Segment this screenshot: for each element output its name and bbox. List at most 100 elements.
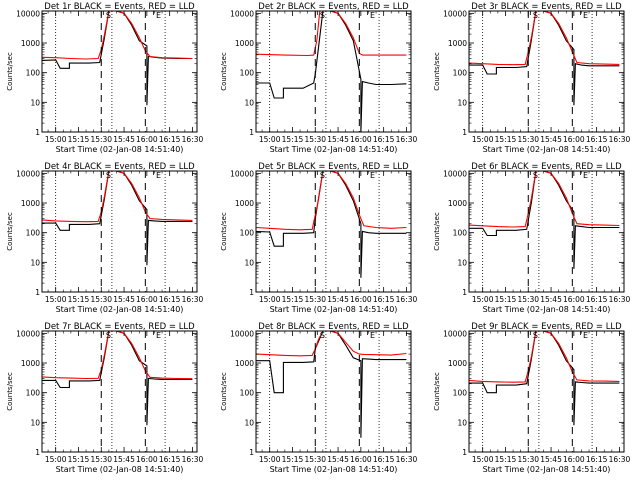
flag-s: S bbox=[320, 331, 325, 340]
x-tick-label: 16:15 bbox=[586, 135, 608, 144]
x-tick-label: 15:15 bbox=[495, 295, 517, 304]
x-tick-label: 16:15 bbox=[373, 135, 395, 144]
plot-frame bbox=[255, 170, 412, 293]
y-tick-label: 10000 bbox=[443, 169, 467, 178]
plot-frame bbox=[41, 170, 198, 293]
series-group bbox=[256, 171, 407, 278]
series-group bbox=[42, 331, 193, 426]
x-tick-label: 16:15 bbox=[373, 455, 395, 464]
y-tick-label: 100 bbox=[453, 389, 468, 398]
flag-e: E bbox=[156, 11, 161, 20]
x-tick-label: 15:00 bbox=[259, 455, 281, 464]
x-tick-label: 15:15 bbox=[68, 455, 90, 464]
chart-title: Det 2r BLACK = Events, RED = LLD bbox=[258, 2, 409, 12]
chart-title: Det 6r BLACK = Events, RED = LLD bbox=[471, 162, 622, 172]
y-axis-label: Counts/sec bbox=[6, 372, 14, 411]
y-axis-label: Counts/sec bbox=[6, 212, 14, 251]
flag-e: E bbox=[156, 331, 161, 340]
chart-title: Det 1r BLACK = Events, RED = LLD bbox=[44, 2, 195, 12]
plot-frame bbox=[468, 330, 625, 453]
x-tick-label: 16:00 bbox=[136, 295, 158, 304]
x-tick-label: 16:15 bbox=[159, 455, 181, 464]
plot-frame bbox=[468, 10, 625, 133]
x-tick-label: 16:30 bbox=[396, 295, 418, 304]
flag-s: S bbox=[106, 331, 111, 340]
x-tick-label: 16:30 bbox=[182, 455, 204, 464]
y-tick-label: 1 bbox=[35, 448, 40, 457]
x-tick-label: 15:45 bbox=[327, 135, 349, 144]
y-tick-label: 1 bbox=[249, 448, 254, 457]
x-tick-label: 16:30 bbox=[609, 135, 631, 144]
x-tick-label: 15:15 bbox=[495, 135, 517, 144]
series-line-events bbox=[256, 11, 407, 132]
flag-s: S bbox=[533, 171, 538, 180]
y-tick-label: 10000 bbox=[16, 169, 40, 178]
plot-frame bbox=[41, 330, 198, 453]
x-tick-label: 15:30 bbox=[304, 135, 326, 144]
y-axis-label: Counts/sec bbox=[6, 52, 14, 91]
series-group bbox=[256, 331, 407, 438]
x-axis-label: Start Time (02-Jan-08 14:51:40) bbox=[270, 465, 398, 474]
x-tick-label: 15:15 bbox=[495, 455, 517, 464]
x-axis-label: Start Time (02-Jan-08 14:51:40) bbox=[483, 305, 611, 314]
x-tick-label: 15:00 bbox=[45, 135, 67, 144]
chart-title: Det 7r BLACK = Events, RED = LLD bbox=[44, 322, 195, 332]
x-tick-label: 15:45 bbox=[540, 295, 562, 304]
x-tick-label: 15:30 bbox=[304, 295, 326, 304]
x-tick-label: 16:00 bbox=[350, 295, 372, 304]
y-tick-label: 100 bbox=[26, 69, 41, 78]
x-tick-label: 16:30 bbox=[609, 455, 631, 464]
y-tick-label: 1000 bbox=[448, 39, 467, 48]
y-tick-label: 10000 bbox=[16, 329, 40, 338]
x-tick-label: 16:00 bbox=[350, 455, 372, 464]
y-tick-label: 1 bbox=[462, 128, 467, 137]
x-tick-label: 15:15 bbox=[282, 455, 304, 464]
x-tick-label: 16:00 bbox=[563, 455, 585, 464]
y-tick-label: 10000 bbox=[443, 9, 467, 18]
x-tick-label: 16:30 bbox=[396, 135, 418, 144]
y-axis-label: Counts/sec bbox=[433, 212, 441, 251]
y-tick-label: 10000 bbox=[230, 9, 254, 18]
x-tick-label: 15:30 bbox=[517, 135, 539, 144]
y-tick-label: 10000 bbox=[230, 329, 254, 338]
x-tick-label: 16:00 bbox=[136, 135, 158, 144]
series-line-events bbox=[256, 331, 407, 438]
x-tick-label: 15:45 bbox=[327, 455, 349, 464]
flag-s: S bbox=[533, 11, 538, 20]
y-axis-label: Counts/sec bbox=[433, 52, 441, 91]
y-tick-label: 10 bbox=[457, 258, 467, 267]
x-tick-label: 16:15 bbox=[586, 295, 608, 304]
x-tick-label: 15:15 bbox=[68, 295, 90, 304]
flag-e: E bbox=[583, 171, 588, 180]
x-tick-label: 15:00 bbox=[45, 455, 67, 464]
series-line-lld bbox=[256, 331, 407, 357]
x-tick-label: 16:00 bbox=[563, 135, 585, 144]
series-line-lld bbox=[256, 11, 407, 57]
y-tick-label: 100 bbox=[240, 69, 255, 78]
y-tick-label: 1000 bbox=[21, 199, 40, 208]
y-tick-label: 1000 bbox=[235, 359, 254, 368]
x-axis-label: Start Time (02-Jan-08 14:51:40) bbox=[56, 305, 184, 314]
x-tick-label: 15:30 bbox=[517, 455, 539, 464]
y-tick-label: 10 bbox=[457, 418, 467, 427]
series-group bbox=[469, 331, 620, 426]
y-tick-label: 10 bbox=[244, 98, 254, 107]
flag-e: E bbox=[370, 331, 375, 340]
x-tick-label: 16:15 bbox=[586, 455, 608, 464]
y-axis-label: Counts/sec bbox=[220, 52, 228, 91]
flag-s: S bbox=[106, 11, 111, 20]
plot-frame bbox=[255, 330, 412, 453]
x-tick-label: 16:30 bbox=[182, 295, 204, 304]
chart-title: Det 9r BLACK = Events, RED = LLD bbox=[471, 322, 622, 332]
series-line-lld bbox=[469, 331, 620, 383]
chart-title: Det 3r BLACK = Events, RED = LLD bbox=[471, 2, 622, 12]
plot-frame bbox=[468, 170, 625, 293]
flag-s: S bbox=[320, 171, 325, 180]
x-tick-label: 16:15 bbox=[159, 295, 181, 304]
